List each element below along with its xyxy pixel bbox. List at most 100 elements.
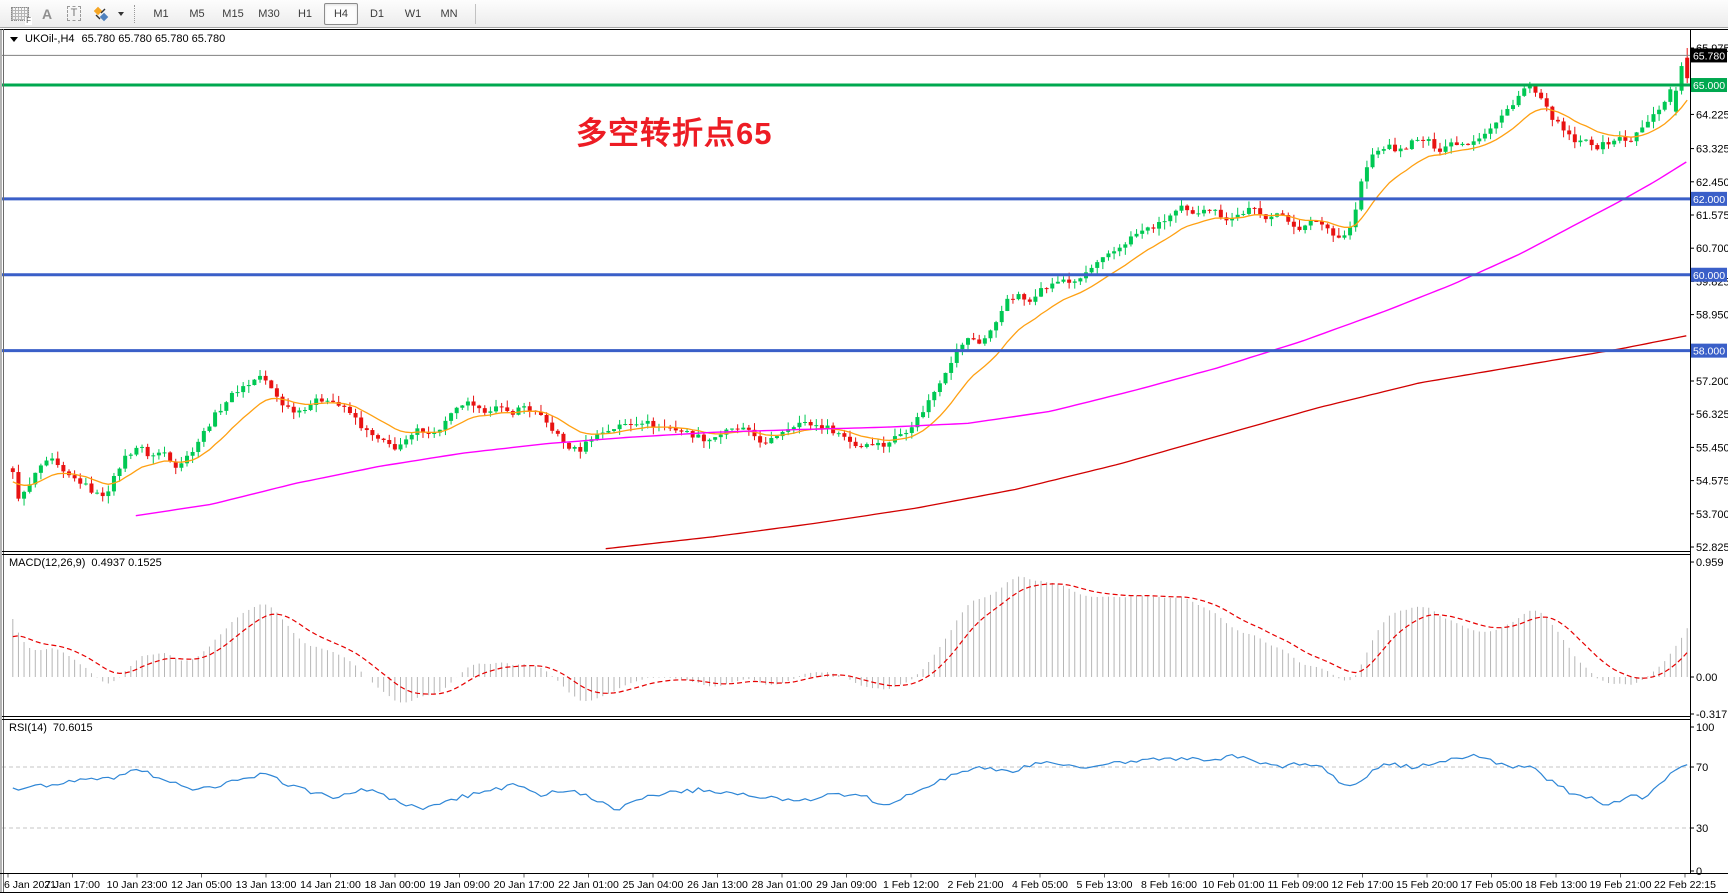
time-tick-label: 15 Feb 20:00 bbox=[1396, 879, 1458, 891]
level-badge-text: 65.000 bbox=[1693, 80, 1725, 92]
time-tick-label: 28 Jan 01:00 bbox=[752, 879, 813, 891]
time-tick-label: 25 Jan 04:00 bbox=[623, 879, 684, 891]
price-tick-label: 62.450 bbox=[1696, 177, 1728, 189]
current-price-badge bbox=[1691, 48, 1727, 63]
rsi-label: RSI(14) 70.6015 bbox=[9, 722, 93, 734]
time-tick-label: 8 Feb 16:00 bbox=[1141, 879, 1197, 891]
price-tick-label: 60.700 bbox=[1696, 243, 1728, 255]
timeframe-button-d1[interactable]: D1 bbox=[369, 7, 385, 20]
text-label-tool-icon[interactable]: A bbox=[41, 5, 53, 22]
ma-fast-line bbox=[12, 99, 1688, 486]
rsi-tick-label: 70 bbox=[1696, 762, 1708, 774]
rsi-tick-label: 100 bbox=[1696, 722, 1714, 734]
timeframe-button-m15[interactable]: M15 bbox=[222, 7, 244, 20]
time-tick-label: 20 Jan 17:00 bbox=[494, 879, 555, 891]
time-tick-label: 19 Feb 21:00 bbox=[1590, 879, 1652, 891]
price-tick-label: 58.950 bbox=[1696, 310, 1728, 322]
macd-name: MACD(12,26,9) bbox=[9, 557, 86, 569]
timeframe-button-m1[interactable]: M1 bbox=[153, 7, 169, 20]
level-badge bbox=[1691, 343, 1727, 358]
level-badge-text: 58.000 bbox=[1693, 346, 1725, 358]
text-box-tool-icon[interactable]: T bbox=[62, 3, 86, 25]
timeframe-button-h4[interactable]: H4 bbox=[324, 2, 358, 25]
time-tick-label: 14 Jan 21:00 bbox=[300, 879, 361, 891]
timeframe-button-m30[interactable]: M30 bbox=[258, 7, 280, 20]
price-tick-label: 55.450 bbox=[1696, 442, 1728, 454]
rsi-tick-label: 30 bbox=[1696, 823, 1708, 835]
time-tick-label: 6 Jan 2021 bbox=[4, 879, 56, 891]
level-badge-text: 62.000 bbox=[1693, 194, 1725, 206]
ma-mid-line bbox=[135, 161, 1687, 517]
grid-icon: F bbox=[11, 6, 32, 25]
rsi-axis: 100 70 30 0 bbox=[1690, 722, 1714, 878]
time-tick-label: 1 Feb 12:00 bbox=[883, 879, 939, 891]
time-tick-label: 10 Feb 01:00 bbox=[1203, 879, 1265, 891]
time-tick-label: 22 Jan 01:00 bbox=[558, 879, 619, 891]
price-tick-label: 56.325 bbox=[1696, 409, 1728, 421]
rsi-values: 70.6015 bbox=[52, 722, 93, 734]
candles bbox=[10, 48, 1690, 506]
timeframe-button-m5[interactable]: M5 bbox=[189, 7, 205, 20]
price-tick-label: 61.575 bbox=[1696, 210, 1728, 222]
time-tick-label: 7 Jan 17:00 bbox=[45, 879, 100, 891]
ohlc-values: 65.780 65.780 65.780 65.780 bbox=[81, 33, 226, 45]
time-tick-label: 12 Jan 05:00 bbox=[171, 879, 232, 891]
price-tick-label: 57.200 bbox=[1696, 376, 1728, 388]
time-tick-label: 5 Feb 13:00 bbox=[1076, 879, 1132, 891]
time-tick-label: 11 Feb 09:00 bbox=[1267, 879, 1328, 891]
time-tick-label: 2 Feb 21:00 bbox=[947, 879, 1003, 891]
toolbar-grip[interactable] bbox=[134, 4, 135, 23]
grid-snap-icon[interactable]: F bbox=[8, 3, 32, 25]
timeframe-button-mn[interactable]: MN bbox=[440, 7, 458, 20]
time-tick-label: 18 Feb 13:00 bbox=[1525, 879, 1587, 891]
timeframe-button-h1[interactable]: H1 bbox=[297, 7, 313, 20]
macd-signal-line bbox=[12, 583, 1688, 695]
chart-annotation: 多空转折点65 bbox=[576, 116, 773, 151]
collapse-caret-icon[interactable] bbox=[10, 36, 18, 42]
ma-slow-line bbox=[605, 335, 1687, 550]
price-tick-label: 54.575 bbox=[1696, 476, 1728, 488]
time-tick-label: 13 Jan 13:00 bbox=[236, 879, 297, 891]
arrow-styles-icon[interactable] bbox=[89, 3, 113, 25]
time-tick-label: 18 Jan 00:00 bbox=[365, 879, 426, 891]
toolbar: F A T M1 M5 M15 M30 H1 H4 D1 W1 MN bbox=[0, 0, 1728, 28]
timeframe-toolbar: M1 M5 M15 M30 H1 H4 D1 W1 MN bbox=[144, 2, 466, 25]
rsi-tick-label: 0 bbox=[1696, 866, 1702, 878]
toolbar-separator bbox=[475, 3, 476, 24]
macd-tick-label: 0.959 bbox=[1696, 557, 1724, 569]
price-tick-label: 63.325 bbox=[1696, 144, 1728, 156]
timeframe-button-w1[interactable]: W1 bbox=[404, 7, 422, 20]
time-tick-label: 26 Jan 13:00 bbox=[687, 879, 748, 891]
level-badge-text: 60.000 bbox=[1693, 270, 1725, 282]
time-tick-label: 19 Jan 09:00 bbox=[429, 879, 490, 891]
dropdown-caret-icon[interactable] bbox=[118, 11, 124, 16]
price-tick-label: 52.825 bbox=[1696, 542, 1728, 554]
price-tick-label: 64.225 bbox=[1696, 109, 1728, 121]
level-badge bbox=[1691, 191, 1727, 206]
time-tick-label: 17 Feb 05:00 bbox=[1461, 879, 1523, 891]
time-tick-label: 4 Feb 05:00 bbox=[1012, 879, 1068, 891]
price-tick-label: 53.700 bbox=[1696, 509, 1728, 521]
time-tick-label: 22 Feb 22:15 bbox=[1654, 879, 1716, 891]
rsi-line bbox=[12, 753, 1688, 811]
time-tick-label: 10 Jan 23:00 bbox=[107, 879, 168, 891]
macd-values: 0.4937 0.1525 bbox=[91, 557, 162, 569]
price-axis[interactable]: 65.97564.22563.32562.45061.57560.70059.8… bbox=[1690, 43, 1728, 554]
macd-histogram bbox=[12, 576, 1688, 703]
current-price-badge-text: 65.780 bbox=[1693, 50, 1725, 62]
level-badge bbox=[1691, 267, 1727, 282]
macd-label: MACD(12,26,9) 0.4937 0.1525 bbox=[9, 557, 162, 569]
rsi-name: RSI(14) bbox=[9, 722, 47, 734]
chart-title: UKOil-,H4 65.780 65.780 65.780 65.780 bbox=[10, 33, 225, 45]
symbol-period-label: UKOil-,H4 bbox=[25, 33, 75, 45]
macd-tick-label: 0.00 bbox=[1696, 672, 1717, 684]
arrows-glyph bbox=[93, 6, 109, 21]
time-tick-label: 12 Feb 17:00 bbox=[1332, 879, 1394, 891]
grid-icon-label: F bbox=[25, 15, 32, 25]
level-badge bbox=[1691, 78, 1727, 93]
time-tick-label: 29 Jan 09:00 bbox=[816, 879, 877, 891]
